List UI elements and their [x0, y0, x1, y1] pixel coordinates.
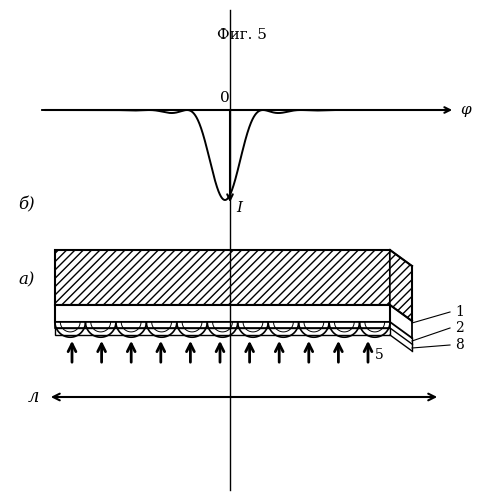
Text: 1: 1: [455, 305, 464, 319]
Polygon shape: [55, 328, 390, 335]
Polygon shape: [55, 250, 390, 305]
Text: Фиг. 5: Фиг. 5: [217, 28, 267, 42]
Text: 8: 8: [455, 338, 464, 352]
Polygon shape: [390, 250, 412, 321]
Text: 5: 5: [375, 348, 384, 362]
Polygon shape: [55, 322, 390, 328]
Text: б): б): [18, 196, 35, 214]
Text: 0: 0: [220, 91, 230, 105]
Polygon shape: [55, 305, 390, 322]
Text: φ: φ: [460, 103, 470, 117]
Text: л: л: [28, 388, 40, 406]
Text: а): а): [18, 272, 34, 288]
Text: 2: 2: [455, 321, 464, 335]
Text: I: I: [236, 201, 242, 215]
